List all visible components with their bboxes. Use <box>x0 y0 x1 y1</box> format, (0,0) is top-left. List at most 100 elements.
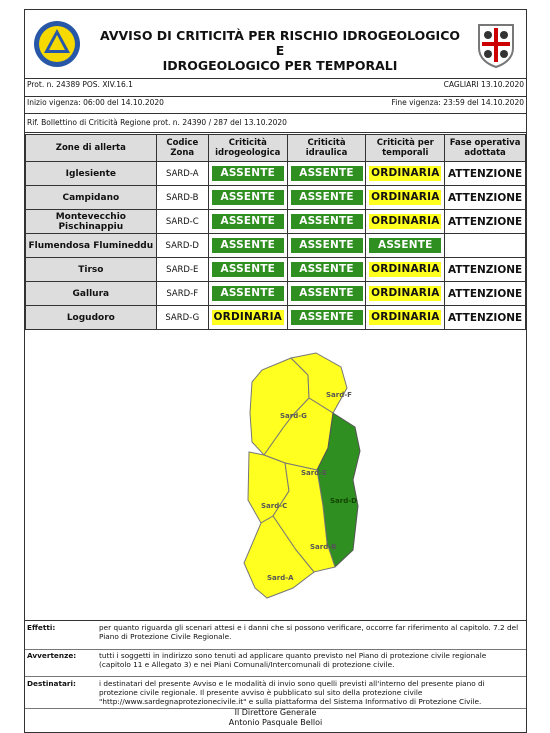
effects-text: per quanto riguarda gli scenari attesi e… <box>99 623 519 641</box>
document-title: AVVISO DI CRITICITÀ PER RISCHIO IDROGEOL… <box>95 28 465 73</box>
zone-code-cell: SARD-F <box>155 281 209 306</box>
hydrogeological-level-cell: ORDINARIA <box>207 305 288 330</box>
validity-end: Fine vigenza: 23:59 del 14.10.2020 <box>391 98 524 107</box>
zone-code-cell: SARD-G <box>155 305 209 330</box>
map-label-a: Sard-A <box>267 574 294 582</box>
hydrogeological-level-badge: ASSENTE <box>211 214 284 229</box>
validity-start: Inizio vigenza: 06:00 del 14.10.2020 <box>27 98 164 107</box>
zone-code-cell: SARD-E <box>155 257 209 282</box>
hydraulic-level-badge: ASSENTE <box>290 310 363 325</box>
region-crest-logo <box>478 24 514 68</box>
hydrogeological-level-badge: ASSENTE <box>211 190 284 205</box>
hydrogeological-level-badge: ASSENTE <box>211 262 284 277</box>
hydrogeological-level-badge: ASSENTE <box>211 286 284 301</box>
alert-document: AVVISO DI CRITICITÀ PER RISCHIO IDROGEOL… <box>24 9 527 733</box>
map-zone-d <box>316 412 361 568</box>
hydrogeological-level-cell: ASSENTE <box>207 185 288 210</box>
map-label-c: Sard-C <box>261 502 287 510</box>
storm-level-badge: ORDINARIA <box>369 190 442 205</box>
table-row: Iglesiente SARD-A ASSENTE ASSENTE ORDINARIA A… <box>25 161 526 186</box>
storm-level-badge: ASSENTE <box>369 238 442 253</box>
alert-table: Zone di allerta Codice Zona Criticità id… <box>25 134 526 330</box>
storm-level-badge: ORDINARIA <box>369 310 442 325</box>
document-header: AVVISO DI CRITICITÀ PER RISCHIO IDROGEOL… <box>25 10 526 79</box>
map-label-b: Sard-B <box>310 543 336 551</box>
map-label-f: Sard-F <box>326 391 352 399</box>
operational-phase-cell <box>444 233 526 258</box>
hydrogeological-level-cell: ASSENTE <box>207 233 288 258</box>
storm-level-badge: ORDINARIA <box>369 286 442 301</box>
header-hydrogeological: Criticità idrogeologica <box>207 134 288 162</box>
operational-phase-cell: ATTENZIONE <box>444 209 526 234</box>
hydraulic-level-cell: ASSENTE <box>286 281 367 306</box>
hydraulic-level-cell: ASSENTE <box>286 161 367 186</box>
map-label-d: Sard-D <box>330 497 357 505</box>
hydrogeological-level-cell: ASSENTE <box>207 161 288 186</box>
hydraulic-level-cell: ASSENTE <box>286 257 367 282</box>
table-header-row: Zone di allerta Codice Zona Criticità id… <box>25 134 526 162</box>
storm-level-cell: ORDINARIA <box>365 161 446 186</box>
storm-level-cell: ORDINARIA <box>365 209 446 234</box>
table-row: Tirso SARD-E ASSENTE ASSENTE ORDINARIA ATTENZ… <box>25 257 526 282</box>
protocol-row: Prot. n. 24389 POS. XIV.16.1 CAGLIARI 13… <box>25 78 526 97</box>
operational-phase-cell: ATTENZIONE <box>444 305 526 330</box>
hydraulic-level-badge: ASSENTE <box>290 190 363 205</box>
operational-phase-cell: ATTENZIONE <box>444 185 526 210</box>
sardinia-risk-map: Sard-G Sard-F Sard-E Sard-D Sard-C Sard-… <box>243 352 361 599</box>
zone-name-cell: Tirso <box>25 257 157 282</box>
map-zone-a <box>243 515 315 599</box>
storm-level-cell: ORDINARIA <box>365 257 446 282</box>
hydraulic-level-badge: ASSENTE <box>290 262 363 277</box>
hydraulic-level-cell: ASSENTE <box>286 209 367 234</box>
warnings-text: tutti i soggetti in indirizzo sono tenut… <box>99 651 487 669</box>
bulletin-reference: Rif. Bollettino di Criticità Regione pro… <box>27 118 287 127</box>
effects-label: Effetti: <box>27 623 56 632</box>
hydraulic-level-badge: ASSENTE <box>290 214 363 229</box>
hydraulic-level-cell: ASSENTE <box>286 185 367 210</box>
hydraulic-level-badge: ASSENTE <box>290 166 363 181</box>
map-zone-b <box>272 462 336 573</box>
hydrogeological-level-cell: ASSENTE <box>207 257 288 282</box>
zone-code-cell: SARD-C <box>155 209 209 234</box>
zone-code-cell: SARD-A <box>155 161 209 186</box>
hydrogeological-level-cell: ASSENTE <box>207 281 288 306</box>
warnings-label: Avvertenze: <box>27 651 77 660</box>
table-row: Flumendosa Flumineddu SARD-D ASSENTE ASSENT… <box>25 233 526 258</box>
storm-level-cell: ORDINARIA <box>365 305 446 330</box>
warnings-note: Avvertenze: tutti i soggetti in indirizz… <box>25 649 526 677</box>
operational-phase-cell: ATTENZIONE <box>444 281 526 306</box>
zone-name-cell: Montevecchio Pischinappiu <box>25 209 157 234</box>
header-zone: Zone di allerta <box>25 134 157 162</box>
recipients-label: Destinatari: <box>27 679 76 688</box>
map-label-g: Sard-G <box>280 412 307 420</box>
signature-name: Antonio Pasquale Belloi <box>228 718 323 727</box>
issue-place-date: CAGLIARI 13.10.2020 <box>443 80 524 89</box>
zone-name-cell: Campidano <box>25 185 157 210</box>
hydrogeological-level-badge: ASSENTE <box>211 238 284 253</box>
storm-level-badge: ORDINARIA <box>369 262 442 277</box>
reference-row: Rif. Bollettino di Criticità Regione pro… <box>25 113 526 133</box>
operational-phase-cell: ATTENZIONE <box>444 161 526 186</box>
protocol-number: Prot. n. 24389 POS. XIV.16.1 <box>27 80 133 89</box>
storm-level-badge: ORDINARIA <box>369 166 442 181</box>
effects-note: Effetti: per quanto riguarda gli scenari… <box>25 621 526 650</box>
storm-level-cell: ASSENTE <box>365 233 446 258</box>
hydraulic-level-badge: ASSENTE <box>290 286 363 301</box>
operational-phase-cell: ATTENZIONE <box>444 257 526 282</box>
table-row: Montevecchio Pischinappiu SARD-C ASSENTE AS… <box>25 209 526 234</box>
table-row: Gallura SARD-F ASSENTE ASSENTE ORDINARIA ATTE… <box>25 281 526 306</box>
recipients-note: Destinatari: i destinatari del presente … <box>25 676 526 709</box>
storm-level-cell: ORDINARIA <box>365 281 446 306</box>
map-zone-f <box>289 352 348 414</box>
validity-row: Inizio vigenza: 06:00 del 14.10.2020 Fin… <box>25 96 526 114</box>
zone-name-cell: Iglesiente <box>25 161 157 186</box>
hydraulic-level-cell: ASSENTE <box>286 233 367 258</box>
hydraulic-level-badge: ASSENTE <box>290 238 363 253</box>
recipients-text: i destinatari del presente Avviso e le m… <box>99 679 485 706</box>
header-hydraulic: Criticità idraulica <box>286 134 367 162</box>
zone-code-cell: SARD-D <box>155 233 209 258</box>
header-phase: Fase operativa adottata <box>444 134 526 162</box>
hydrogeological-level-cell: ASSENTE <box>207 209 288 234</box>
hydraulic-level-cell: ASSENTE <box>286 305 367 330</box>
storm-level-badge: ORDINARIA <box>369 214 442 229</box>
